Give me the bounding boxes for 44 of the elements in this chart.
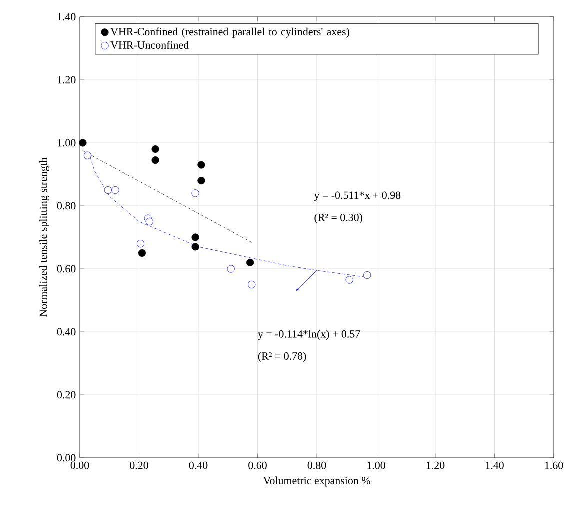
point xyxy=(84,152,92,160)
point xyxy=(136,240,145,248)
x-axis-title: Volumetric expansion % xyxy=(263,476,370,487)
annotation: (R² = 0.30) xyxy=(314,214,362,224)
legend-label: VHR-Unconfined xyxy=(110,41,189,50)
y-tick-label: 0.80 xyxy=(57,202,76,210)
y-tick-label: 0.60 xyxy=(57,265,76,273)
x-tick-label: 1.00 xyxy=(368,462,386,470)
y-tick-label: 1.40 xyxy=(58,13,76,21)
x-tick-label: 1.20 xyxy=(426,462,445,470)
point xyxy=(192,234,200,242)
y-tick-label: 1.20 xyxy=(58,76,76,84)
annotation: y = -0.511*x + 0.98 xyxy=(314,192,401,202)
annotation: y = -0.114*ln(x) + 0.57 xyxy=(258,330,360,340)
point xyxy=(198,161,206,169)
annotation: (R² = 0.78) xyxy=(258,352,306,362)
x-tick-label: 0.60 xyxy=(248,462,267,470)
x-tick-label: 0.80 xyxy=(308,462,326,470)
point xyxy=(138,249,146,258)
point xyxy=(152,156,160,164)
y-tick-label: 1.00 xyxy=(58,139,76,147)
y-tick-label: 0.00 xyxy=(57,454,76,462)
point xyxy=(198,177,206,185)
point xyxy=(248,280,256,289)
y-tick-label: 0.20 xyxy=(57,391,76,399)
point xyxy=(364,272,372,280)
point xyxy=(112,186,120,194)
point xyxy=(152,146,160,154)
point xyxy=(192,243,200,251)
point xyxy=(346,276,354,284)
point xyxy=(79,139,87,147)
point xyxy=(192,190,200,198)
y-tick-label: 0.40 xyxy=(57,328,76,336)
x-tick-label: 0.40 xyxy=(189,462,208,470)
point xyxy=(227,265,235,273)
point xyxy=(246,258,254,266)
point xyxy=(104,186,112,194)
point xyxy=(146,218,154,226)
x-tick-label: 0.00 xyxy=(70,462,90,470)
x-tick-label: 1.40 xyxy=(486,462,504,470)
y-axis-title: Normalized tensile splitting strength xyxy=(40,158,50,318)
x-tick-label: 0.20 xyxy=(130,462,148,470)
legend-label: VHR-Confined (restrained parallel to cylinders' axes) xyxy=(110,28,350,38)
x-tick-label: 1.60 xyxy=(545,462,564,470)
